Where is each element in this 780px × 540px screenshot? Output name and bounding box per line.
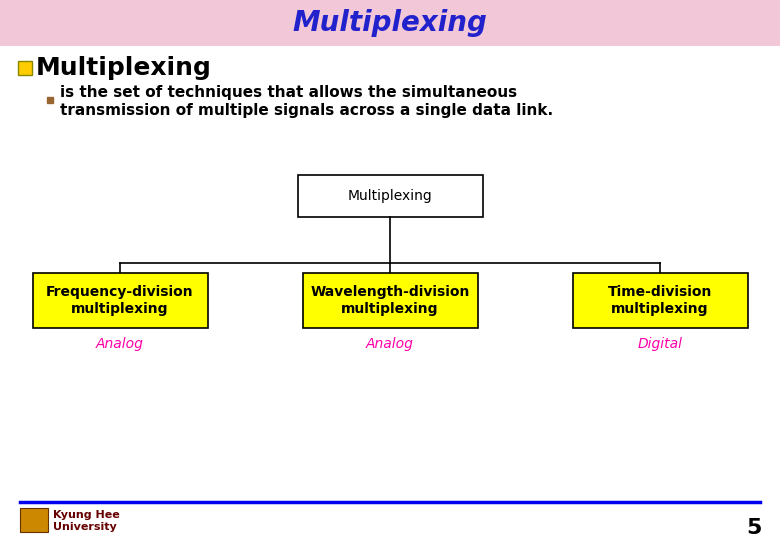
Text: Analog: Analog (366, 337, 414, 351)
Bar (297, 175, 483, 217)
Text: Time-division
multiplexing: Time-division multiplexing (608, 286, 712, 315)
Text: Multiplexing: Multiplexing (348, 189, 432, 203)
Bar (573, 273, 747, 328)
Text: Frequency-division
multiplexing: Frequency-division multiplexing (46, 286, 193, 315)
Bar (303, 273, 477, 328)
Text: Analog: Analog (96, 337, 144, 351)
Bar (20, 508, 48, 532)
Bar (0, 0, 780, 46)
Text: Digital: Digital (637, 337, 682, 351)
Text: University: University (53, 522, 117, 532)
Text: 5: 5 (746, 518, 762, 538)
Text: transmission of multiple signals across a single data link.: transmission of multiple signals across … (60, 103, 553, 118)
Text: Multiplexing: Multiplexing (292, 9, 488, 37)
Bar (33, 273, 207, 328)
Bar (18, 61, 32, 75)
Text: is the set of techniques that allows the simultaneous: is the set of techniques that allows the… (60, 85, 517, 100)
Text: Multiplexing: Multiplexing (36, 56, 212, 80)
Text: Kyung Hee: Kyung Hee (53, 510, 120, 520)
Text: Wavelength-division
multiplexing: Wavelength-division multiplexing (310, 286, 470, 315)
